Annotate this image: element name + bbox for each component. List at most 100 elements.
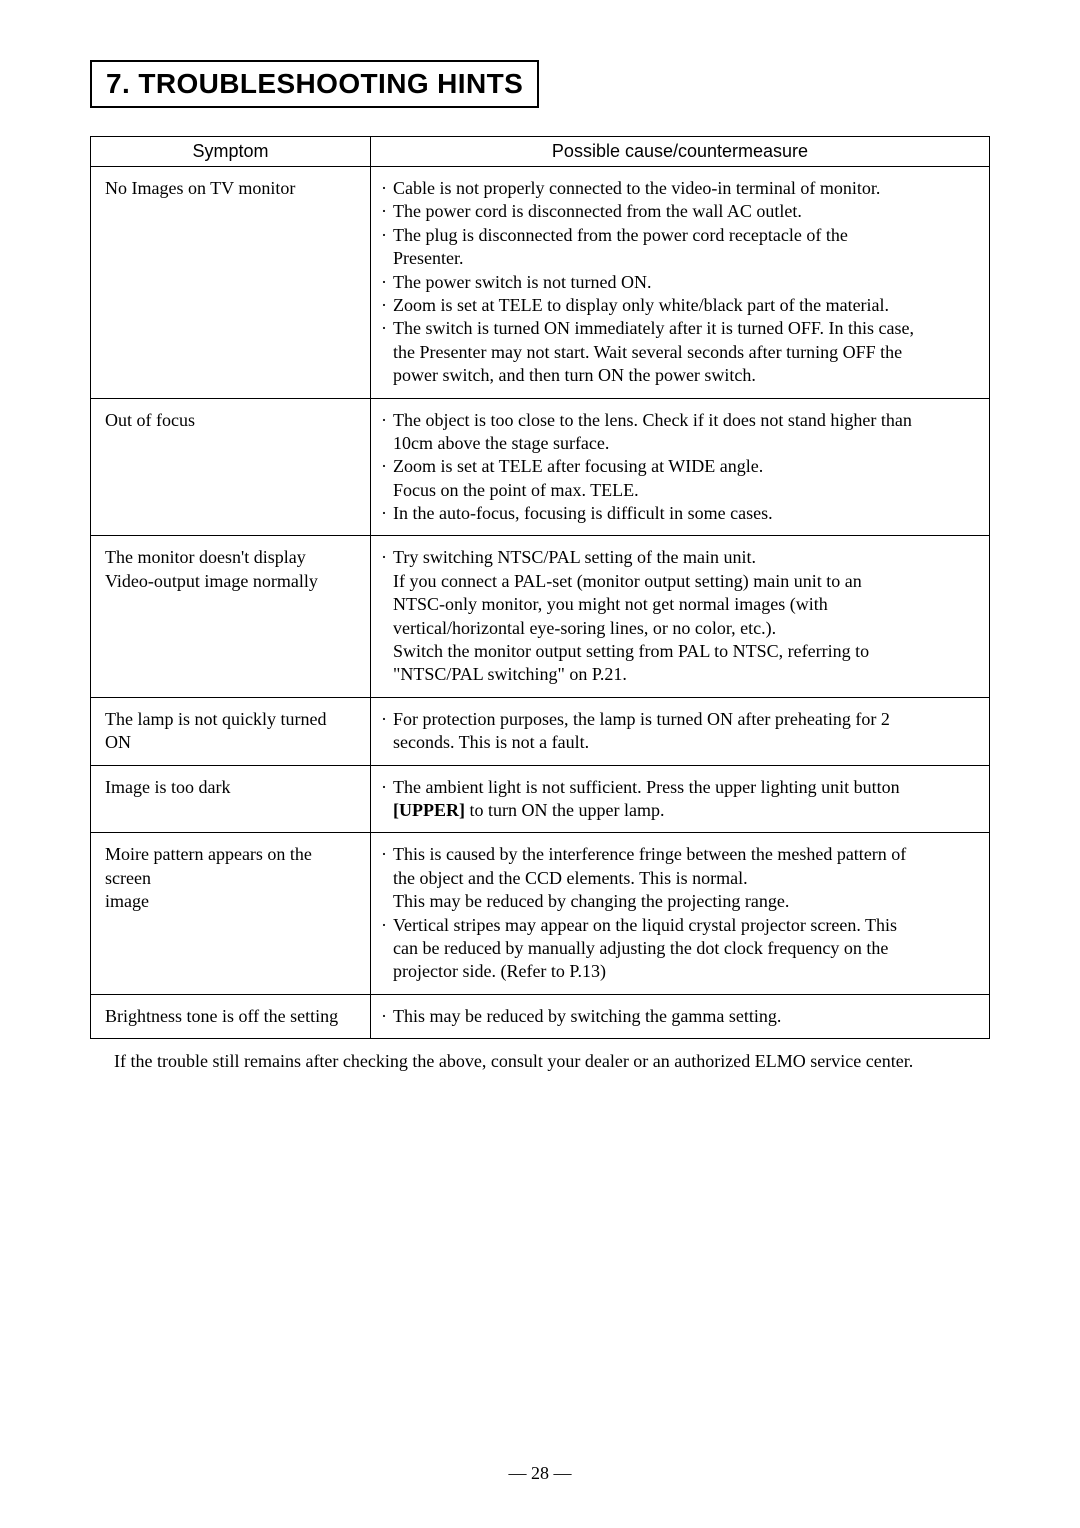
table-row: No Images on TV monitor·Cable is not pro… [91, 167, 990, 399]
cause-bullet-line: ·For protection purposes, the lamp is tu… [381, 708, 975, 731]
table-row: The lamp is not quickly turned ON ·For pr… [91, 697, 990, 765]
cause-bullet-line: ·This is caused by the interference frin… [381, 843, 975, 866]
cause-text: The power switch is not turned ON. [393, 271, 975, 294]
col-header-symptom: Symptom [91, 137, 371, 167]
cause-bullet-line: ·The plug is disconnected from the power… [381, 224, 975, 247]
symptom-text: No Images on TV monitor [105, 177, 356, 200]
cause-text-continuation: the object and the CCD elements. This is… [381, 867, 975, 890]
cause-text-continuation: If you connect a PAL-set (monitor output… [381, 570, 975, 593]
cause-text: Zoom is set at TELE to display only whit… [393, 294, 975, 317]
table-row: Image is too dark ·The ambient light is n… [91, 765, 990, 833]
symptom-text: Out of focus [105, 409, 356, 432]
symptom-text: Image is too dark [105, 776, 356, 799]
bullet-icon: · [381, 271, 393, 294]
symptom-cell: The lamp is not quickly turned ON [91, 697, 371, 765]
cause-text: The switch is turned ON immediately afte… [393, 317, 975, 340]
cause-bullet-line: ·The power cord is disconnected from the… [381, 200, 975, 223]
cause-text-continuation: This may be reduced by changing the proj… [381, 890, 975, 913]
bullet-icon: · [381, 200, 393, 223]
cause-text-continuation: can be reduced by manually adjusting the… [381, 937, 975, 960]
section-title: 7. TROUBLESHOOTING HINTS [106, 68, 523, 99]
bullet-icon: · [381, 1005, 393, 1028]
cause-text: The plug is disconnected from the power … [393, 224, 975, 247]
cause-text: Vertical stripes may appear on the liqui… [393, 914, 975, 937]
cause-text-continuation: NTSC-only monitor, you might not get nor… [381, 593, 975, 616]
page-number: — 28 — [0, 1463, 1080, 1484]
table-row: The monitor doesn't displayVideo-output … [91, 536, 990, 697]
cause-bullet-line: ·This may be reduced by switching the ga… [381, 1005, 975, 1028]
symptom-cell: No Images on TV monitor [91, 167, 371, 399]
symptom-cell: Moire pattern appears on the screenimage [91, 833, 371, 994]
symptom-text: Moire pattern appears on the screen [105, 843, 356, 890]
cause-text-continuation: Presenter. [381, 247, 975, 270]
symptom-cell: Brightness tone is off the setting [91, 994, 371, 1038]
bullet-icon: · [381, 409, 393, 432]
section-title-box: 7. TROUBLESHOOTING HINTS [90, 60, 539, 108]
cause-bullet-line: ·Zoom is set at TELE after focusing at W… [381, 455, 975, 478]
cause-text-continuation: projector side. (Refer to P.13) [381, 960, 975, 983]
table-row: Out of focus·The object is too close to … [91, 398, 990, 536]
cause-cell: ·Cable is not properly connected to the … [371, 167, 990, 399]
symptom-text: The lamp is not quickly turned ON [105, 708, 356, 755]
symptom-cell: Out of focus [91, 398, 371, 536]
cause-text-continuation: the Presenter may not start. Wait severa… [381, 341, 975, 364]
bullet-icon: · [381, 224, 393, 247]
bullet-icon: · [381, 546, 393, 569]
cause-text-continuation: 10cm above the stage surface. [381, 432, 975, 455]
symptom-text: Brightness tone is off the setting [105, 1005, 356, 1028]
cause-cell: ·The object is too close to the lens. Ch… [371, 398, 990, 536]
cause-text: This may be reduced by switching the gam… [393, 1005, 975, 1028]
symptom-cell: Image is too dark [91, 765, 371, 833]
cause-text: In the auto-focus, focusing is difficult… [393, 502, 975, 525]
bullet-icon: · [381, 317, 393, 340]
cause-text: The object is too close to the lens. Che… [393, 409, 975, 432]
cause-text-continuation: power switch, and then turn ON the power… [381, 364, 975, 387]
cause-cell: ·This is caused by the interference frin… [371, 833, 990, 994]
cause-cell: ·This may be reduced by switching the ga… [371, 994, 990, 1038]
cause-bullet-line: ·The switch is turned ON immediately aft… [381, 317, 975, 340]
cause-text-continuation: Focus on the point of max. TELE. [381, 479, 975, 502]
cause-cell: ·For protection purposes, the lamp is tu… [371, 697, 990, 765]
cause-text: For protection purposes, the lamp is tur… [393, 708, 975, 731]
bullet-icon: · [381, 708, 393, 731]
bullet-icon: · [381, 294, 393, 317]
cause-text: The ambient light is not sufficient. Pre… [393, 776, 975, 799]
cause-cell: ·Try switching NTSC/PAL setting of the m… [371, 536, 990, 697]
cause-text-continuation: vertical/horizontal eye-soring lines, or… [381, 617, 975, 640]
bullet-icon: · [381, 177, 393, 200]
col-header-cause: Possible cause/countermeasure [371, 137, 990, 167]
cause-bullet-line: ·Cable is not properly connected to the … [381, 177, 975, 200]
symptom-text: The monitor doesn't display [105, 546, 356, 569]
table-row: Moire pattern appears on the screenimage… [91, 833, 990, 994]
cause-text: Try switching NTSC/PAL setting of the ma… [393, 546, 975, 569]
cause-bullet-line: ·The object is too close to the lens. Ch… [381, 409, 975, 432]
cause-bullet-line: ·In the auto-focus, focusing is difficul… [381, 502, 975, 525]
bullet-icon: · [381, 776, 393, 799]
cause-text-continuation: seconds. This is not a fault. [381, 731, 975, 754]
bullet-icon: · [381, 843, 393, 866]
page: 7. TROUBLESHOOTING HINTS Symptom Possibl… [0, 0, 1080, 1528]
cause-text-continuation: [UPPER] to turn ON the upper lamp. [381, 799, 975, 822]
symptom-text: image [105, 890, 356, 913]
cause-text: This is caused by the interference fring… [393, 843, 975, 866]
cause-bullet-line: ·Zoom is set at TELE to display only whi… [381, 294, 975, 317]
cause-text-continuation: Switch the monitor output setting from P… [381, 640, 975, 663]
cause-cell: ·The ambient light is not sufficient. Pr… [371, 765, 990, 833]
footnote: If the trouble still remains after check… [90, 1051, 990, 1072]
cause-bullet-line: ·The ambient light is not sufficient. Pr… [381, 776, 975, 799]
bullet-icon: · [381, 455, 393, 478]
cause-bullet-line: ·Try switching NTSC/PAL setting of the m… [381, 546, 975, 569]
symptom-text: Video-output image normally [105, 570, 356, 593]
cause-bullet-line: ·The power switch is not turned ON. [381, 271, 975, 294]
bullet-icon: · [381, 914, 393, 937]
table-row: Brightness tone is off the setting ·This … [91, 994, 990, 1038]
bullet-icon: · [381, 502, 393, 525]
cause-bullet-line: ·Vertical stripes may appear on the liqu… [381, 914, 975, 937]
troubleshooting-table: Symptom Possible cause/countermeasure No… [90, 136, 990, 1039]
cause-text: The power cord is disconnected from the … [393, 200, 975, 223]
cause-text-continuation: "NTSC/PAL switching" on P.21. [381, 663, 975, 686]
symptom-cell: The monitor doesn't displayVideo-output … [91, 536, 371, 697]
cause-text: Zoom is set at TELE after focusing at WI… [393, 455, 975, 478]
table-header-row: Symptom Possible cause/countermeasure [91, 137, 990, 167]
cause-text: Cable is not properly connected to the v… [393, 177, 975, 200]
